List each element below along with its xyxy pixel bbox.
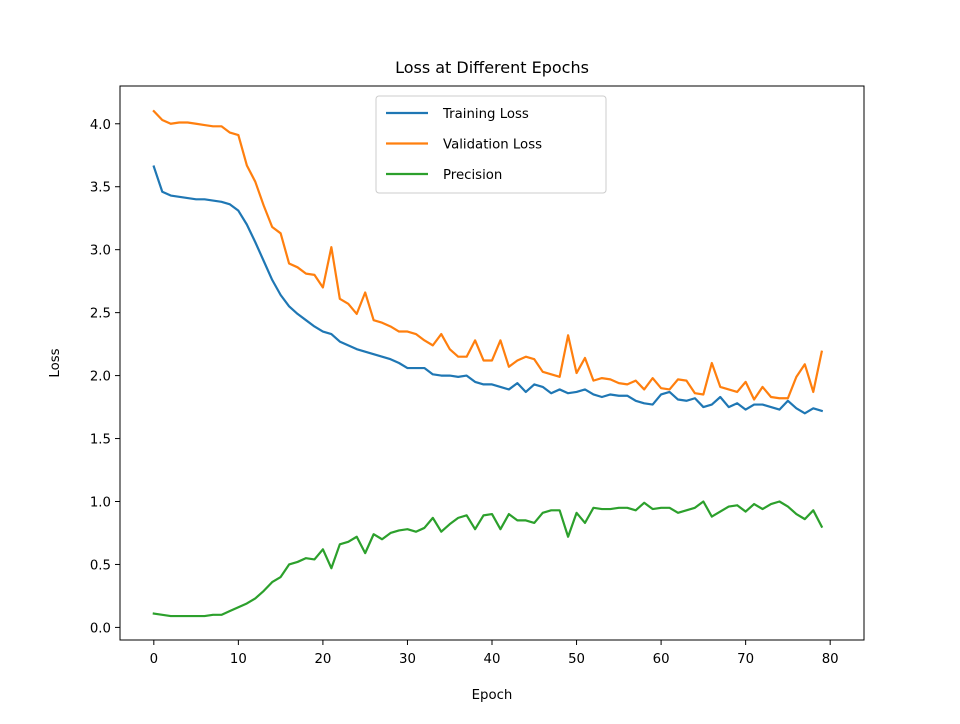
- x-tick-label: 80: [822, 652, 839, 667]
- legend-label-precision: Precision: [443, 168, 502, 183]
- x-tick-label: 30: [399, 652, 416, 667]
- x-tick-label: 20: [314, 652, 331, 667]
- x-tick-label: 60: [653, 652, 670, 667]
- y-tick-label: 1.0: [90, 496, 111, 511]
- legend: Training Loss Validation Loss Precision: [375, 95, 607, 194]
- x-axis: 0 10 20 30 40 50 60 70 80: [150, 640, 839, 667]
- x-axis-label: Epoch: [472, 688, 513, 703]
- series-line-validation-loss: [152, 109, 824, 401]
- y-tick-label: 0.0: [90, 621, 111, 636]
- y-tick-label: 4.0: [90, 118, 111, 133]
- legend-label-training-loss: Training Loss: [442, 107, 529, 122]
- y-tick-label: 0.5: [90, 558, 111, 573]
- series-line-training-loss: [152, 165, 824, 415]
- legend-box: [375, 95, 607, 194]
- y-tick-label: 3.5: [90, 181, 111, 196]
- chart-title: Loss at Different Epochs: [395, 58, 589, 77]
- legend-label-validation-loss: Validation Loss: [443, 138, 542, 153]
- series-layer: [152, 109, 824, 618]
- x-tick-label: 10: [230, 652, 247, 667]
- y-axis-label: Loss: [48, 348, 63, 377]
- x-tick-label: 40: [484, 652, 501, 667]
- y-tick-label: 3.0: [90, 244, 111, 259]
- y-axis: 0.0 0.5 1.0 1.5 2.0 2.5 3.0 3.5 4.0: [90, 118, 120, 636]
- x-tick-label: 50: [568, 652, 585, 667]
- y-tick-label: 1.5: [90, 433, 111, 448]
- y-tick-label: 2.5: [90, 307, 111, 322]
- x-tick-label: 70: [737, 652, 754, 667]
- y-tick-label: 2.0: [90, 370, 111, 385]
- series-line-precision: [152, 500, 824, 618]
- x-tick-label: 0: [150, 652, 158, 667]
